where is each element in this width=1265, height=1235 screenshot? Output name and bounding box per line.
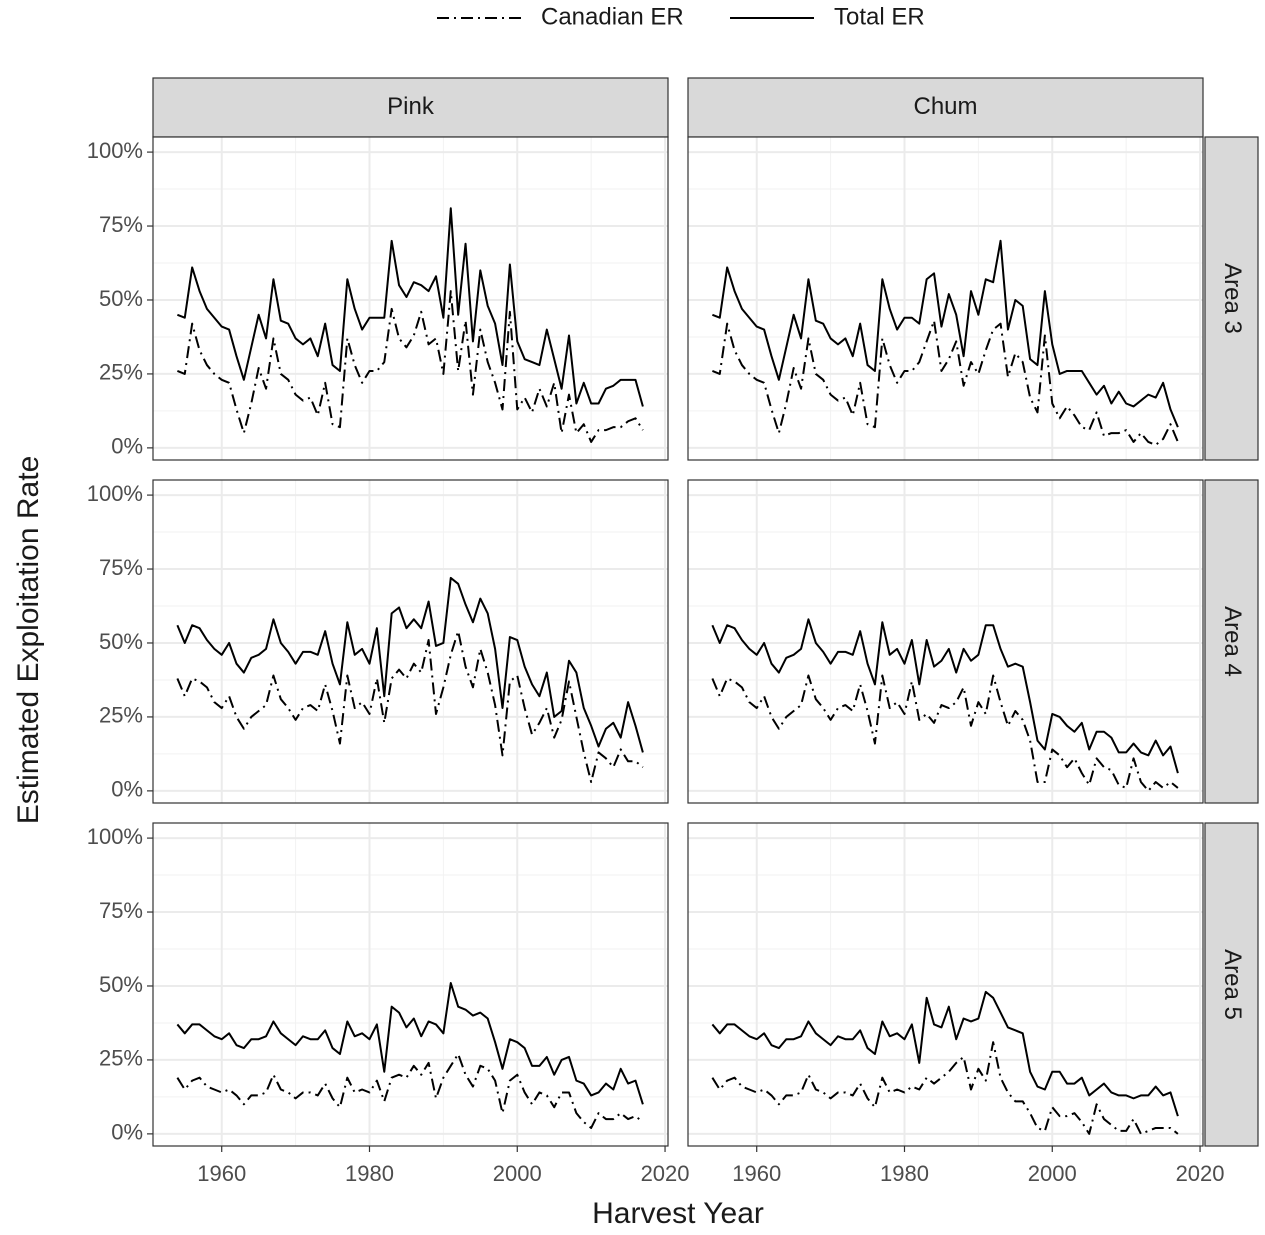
panel-background [688,823,1203,1146]
facet-label: Chum [913,93,977,120]
facet-label: Area 5 [1219,949,1246,1020]
y-tick-label: 50% [99,629,143,654]
y-tick-label: 25% [99,703,143,728]
panel-background [153,823,668,1146]
series-line [711,618,1179,774]
y-tick-label: 75% [99,212,143,237]
series-line [711,674,1179,792]
series-line [177,290,644,443]
x-axis-title: Harvest Year [592,1197,764,1230]
facet-strip [1204,136,1259,461]
x-tick-label: 2000 [1028,1161,1077,1186]
x-tick-label: 2020 [1176,1161,1225,1186]
series-line [711,990,1179,1117]
x-tick-label: 2000 [493,1161,542,1186]
panel-border [687,822,1204,1147]
facet-label: Area 3 [1219,263,1246,334]
facet-label: Pink [387,93,435,120]
facet-strip [1204,479,1259,804]
legend-label: Canadian ER [541,3,684,30]
series-line [712,239,1179,428]
series-line [177,207,644,407]
y-tick-label: 75% [99,898,143,923]
series-line [176,982,644,1105]
facet-strip [1204,822,1259,1147]
panel-border [152,822,669,1147]
y-tick-label: 50% [99,972,143,997]
facet-strip [687,77,1204,138]
panel-background [688,137,1203,460]
y-tick-label: 25% [99,360,143,385]
y-tick-label: 100% [87,138,143,163]
series-line [176,1053,644,1129]
y-tick-label: 100% [87,481,143,506]
y-axis-title: Estimated Exploitation Rate [12,456,45,825]
y-tick-label: 0% [111,1120,143,1145]
y-tick-label: 0% [111,777,143,802]
panel-border [152,136,669,461]
x-tick-label: 1960 [197,1161,246,1186]
panel-border [687,479,1204,804]
y-tick-label: 0% [111,434,143,459]
series-line [176,576,644,753]
y-tick-label: 25% [99,1046,143,1071]
panel-border [687,136,1204,461]
x-tick-label: 1980 [345,1161,394,1186]
x-tick-label: 1960 [732,1161,781,1186]
panel-background [153,137,668,460]
x-tick-label: 2020 [641,1161,690,1186]
y-tick-label: 50% [99,286,143,311]
facet-label: Area 4 [1219,606,1246,677]
legend-label: Total ER [834,3,925,30]
series-line [176,630,644,783]
x-tick-label: 1980 [880,1161,929,1186]
y-tick-label: 75% [99,555,143,580]
series-line [712,319,1179,446]
series-line [711,1041,1179,1135]
y-tick-label: 100% [87,824,143,849]
panel-border [152,479,669,804]
